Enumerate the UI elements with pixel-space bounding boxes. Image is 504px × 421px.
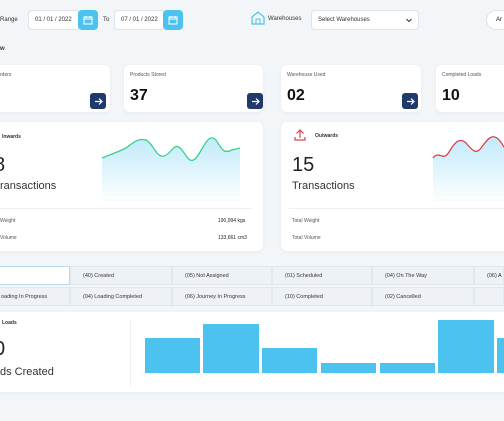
stat-value: 10 (442, 87, 460, 104)
outwards-volume-label: Total Volume (292, 235, 321, 241)
status-not-assigned[interactable]: (05) Not Assigned (172, 266, 272, 285)
loads-bar (321, 363, 376, 373)
open-warehouses-button[interactable] (402, 93, 418, 109)
loads-title: Loads (2, 320, 17, 326)
outwards-title: Outwards (315, 133, 339, 139)
inwards-value: 8 (0, 154, 5, 177)
warehouse-select-value: Select Warehouses (318, 17, 370, 23)
warehouse-icon (251, 11, 265, 25)
open-products-button[interactable] (247, 93, 263, 109)
status-created[interactable]: (40) Created (70, 266, 172, 285)
to-date-input[interactable]: 07 / 01 / 2022 (114, 10, 166, 30)
status-cancelled[interactable]: (02) Cancelled (372, 287, 474, 306)
status-a[interactable]: (06) A (474, 266, 504, 285)
open-orders-button[interactable] (90, 93, 106, 109)
loads-bar (497, 338, 504, 373)
status-on-the-way[interactable]: (04) On The Way (372, 266, 474, 285)
stat-card-loads: Completed Loads 10 (436, 65, 504, 112)
stat-card-products: Products Stored 37 (124, 65, 263, 112)
loads-unit: ds Created (0, 366, 54, 378)
stat-value: 37 (130, 87, 148, 104)
to-calendar-button[interactable] (163, 10, 183, 30)
stat-label: Products Stored (130, 72, 166, 78)
inwards-title: Inwards (2, 134, 21, 140)
stat-card-warehouses: Warehouse Used 02 (281, 65, 421, 112)
outwards-card: Outwards 15 Transactions Total Weight To… (281, 122, 504, 251)
inwards-weight-value: 190,994 kgs (218, 218, 246, 224)
stat-value: 02 (287, 87, 305, 104)
status-loading-completed[interactable]: (04) Loading Completed (70, 287, 172, 306)
to-label: To (103, 17, 110, 23)
stat-label: Warehouse Used (287, 72, 326, 78)
warehouses-label: Warehouses (268, 16, 302, 22)
status-loading-in-progress[interactable]: oading In Progress (0, 287, 70, 306)
loads-bar (262, 348, 317, 373)
status-empty[interactable] (474, 287, 504, 306)
stat-label: rders (0, 72, 12, 78)
arrow-right-icon (94, 97, 103, 105)
account-label: Ar (496, 17, 502, 23)
loads-bar (380, 363, 435, 373)
loads-card: Loads 0 ds Created (0, 312, 504, 392)
inwards-card: Inwards 8 ransactions Weight 190,994 kgs… (0, 122, 263, 251)
status-completed[interactable]: (10) Completed (272, 287, 372, 306)
overview-title: w (0, 46, 5, 52)
warehouse-select[interactable]: Select Warehouses (311, 10, 419, 30)
loads-value: 0 (0, 338, 5, 361)
stat-card-orders: rders (0, 65, 110, 112)
inwards-weight-label: Weight (0, 218, 16, 224)
outwards-value: 15 (292, 154, 315, 176)
status-all[interactable] (0, 266, 70, 285)
account-menu[interactable]: Ar (486, 10, 504, 30)
from-calendar-button[interactable] (78, 10, 98, 30)
from-date-input[interactable]: 01 / 01 / 2022 (28, 10, 80, 30)
arrow-right-icon (406, 97, 415, 105)
chevron-down-icon (406, 18, 412, 23)
upload-icon (294, 129, 306, 141)
outwards-weight-label: Total Weight (292, 218, 320, 224)
loads-bar (438, 320, 494, 373)
loads-bar (203, 324, 259, 373)
loads-bar-chart (140, 320, 504, 375)
status-journey-in-progress[interactable]: (06) Journey In Progress (172, 287, 272, 306)
inwards-sparkline (101, 137, 241, 201)
date-range-label: Range (0, 17, 18, 23)
calendar-icon (168, 16, 178, 25)
status-scheduled[interactable]: (01) Scheduled (272, 266, 372, 285)
calendar-icon (83, 16, 93, 25)
inwards-unit: ransactions (0, 180, 57, 192)
stat-label: Completed Loads (442, 72, 482, 78)
outwards-unit: Transactions (292, 180, 355, 192)
loads-bar (145, 338, 200, 373)
inwards-volume-label: Volume (0, 235, 17, 241)
outwards-sparkline (432, 136, 504, 201)
inwards-volume-value: 133,661 cm3 (218, 235, 247, 241)
arrow-right-icon (251, 97, 260, 105)
